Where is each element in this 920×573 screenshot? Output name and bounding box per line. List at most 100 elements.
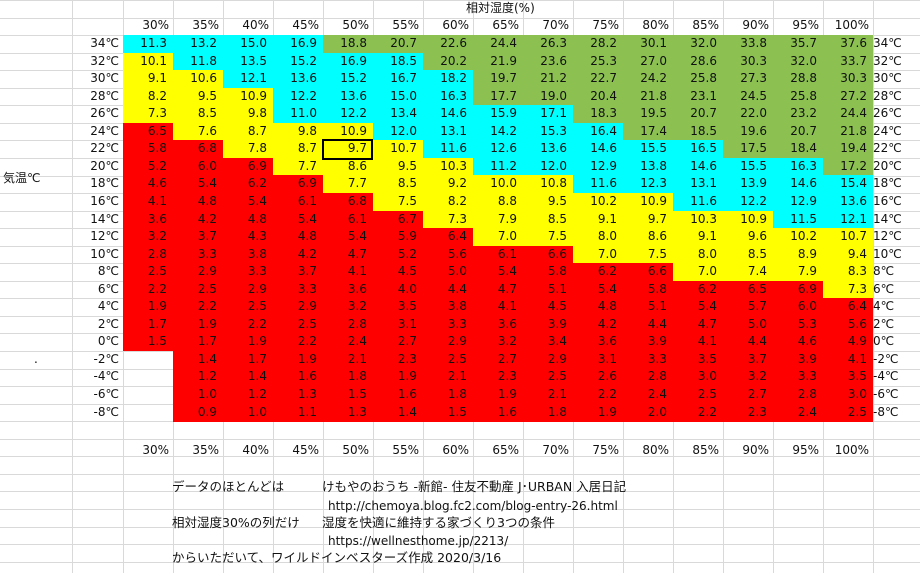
table-cell[interactable]: 6.2 [673,280,723,299]
table-cell[interactable]: 25.8 [673,70,723,89]
table-cell[interactable]: 4.8 [173,192,223,211]
table-cell[interactable]: 22.6 [423,35,473,54]
table-cell[interactable]: 5.2 [373,245,423,264]
table-cell[interactable]: 3.6 [573,333,623,352]
table-cell[interactable]: 13.1 [673,175,723,194]
table-cell[interactable]: 13.6 [823,192,873,211]
table-cell[interactable]: 13.4 [373,105,423,124]
table-cell[interactable]: 24.4 [473,35,523,54]
table-cell[interactable]: 3.8 [423,298,473,317]
table-cell[interactable]: 2.2 [673,403,723,422]
table-cell[interactable]: 20.2 [423,52,473,71]
table-cell[interactable]: 3.1 [573,350,623,369]
table-cell[interactable]: 8.0 [673,245,723,264]
table-cell[interactable]: 16.7 [373,70,423,89]
table-cell[interactable]: 3.1 [373,315,423,334]
table-cell[interactable]: 32.0 [673,35,723,54]
table-cell[interactable]: 2.5 [523,368,573,387]
table-cell[interactable]: 4.5 [373,263,423,282]
table-cell[interactable]: 1.2 [173,368,223,387]
table-cell[interactable]: 5.6 [423,245,473,264]
table-cell[interactable]: 3.3 [623,350,673,369]
table-cell[interactable]: 5.4 [573,280,623,299]
table-cell[interactable]: 8.5 [373,175,423,194]
table-cell[interactable]: 10.6 [173,70,223,89]
table-cell[interactable]: 27.2 [823,87,873,106]
table-cell[interactable]: 35.7 [773,35,823,54]
table-cell[interactable]: 13.5 [223,52,273,71]
table-cell[interactable]: 8.7 [223,122,273,141]
table-cell[interactable]: 10.2 [773,228,823,247]
table-cell[interactable]: 10.9 [323,122,373,141]
table-cell[interactable]: 6.5 [123,122,173,141]
table-cell[interactable]: 5.7 [723,298,773,317]
table-cell[interactable]: 7.5 [523,228,573,247]
table-cell[interactable]: 11.6 [573,175,623,194]
table-cell[interactable]: 12.9 [573,157,623,176]
table-cell[interactable]: 14.6 [673,157,723,176]
table-cell[interactable]: 24.5 [723,87,773,106]
table-cell[interactable]: 6.9 [273,175,323,194]
table-cell[interactable]: 7.0 [473,228,523,247]
table-cell[interactable]: 2.3 [373,350,423,369]
table-cell[interactable]: 3.5 [823,368,873,387]
table-cell[interactable]: 7.8 [223,140,273,159]
table-cell[interactable]: 18.4 [773,140,823,159]
table-cell[interactable]: 7.0 [573,245,623,264]
table-cell[interactable]: 3.3 [223,263,273,282]
table-cell[interactable]: 2.5 [173,280,223,299]
table-cell[interactable]: 2.5 [423,350,473,369]
table-cell[interactable] [123,351,173,369]
table-cell[interactable]: 17.2 [823,157,873,176]
table-cell[interactable]: 1.3 [273,386,323,405]
table-cell[interactable]: 2.5 [223,298,273,317]
table-cell[interactable]: 1.5 [123,333,173,352]
table-cell[interactable]: 3.8 [223,245,273,264]
table-cell[interactable]: 19.5 [623,105,673,124]
table-cell[interactable]: 28.2 [573,35,623,54]
table-cell[interactable]: 2.5 [273,315,323,334]
table-cell[interactable]: 11.8 [173,52,223,71]
table-cell[interactable]: 9.8 [273,122,323,141]
table-cell[interactable]: 1.7 [223,350,273,369]
table-cell[interactable]: 19.4 [823,140,873,159]
table-cell[interactable]: 24.4 [823,105,873,124]
table-cell[interactable]: 33.8 [723,35,773,54]
table-cell[interactable]: 7.0 [673,263,723,282]
table-cell[interactable]: 10.3 [423,157,473,176]
table-cell[interactable]: 6.9 [223,157,273,176]
table-cell[interactable]: 1.0 [173,386,223,405]
table-cell[interactable]: 13.8 [623,157,673,176]
table-cell[interactable]: 2.9 [223,280,273,299]
table-cell[interactable]: 2.3 [723,403,773,422]
table-cell[interactable]: 2.3 [473,368,523,387]
table-cell[interactable]: 5.8 [523,263,573,282]
table-cell[interactable]: 2.2 [173,298,223,317]
table-cell[interactable]: 10.3 [673,210,723,229]
table-cell[interactable]: 3.6 [323,280,373,299]
table-cell[interactable]: 2.2 [573,386,623,405]
table-cell[interactable]: 1.9 [123,298,173,317]
table-cell[interactable]: 14.6 [773,175,823,194]
table-cell[interactable]: 1.7 [123,315,173,334]
table-cell[interactable]: 5.0 [723,315,773,334]
table-cell[interactable]: 15.2 [273,52,323,71]
table-cell[interactable]: 8.2 [423,192,473,211]
table-cell[interactable]: 2.9 [523,350,573,369]
table-cell[interactable]: 6.5 [723,280,773,299]
table-cell[interactable]: 10.1 [123,52,173,71]
table-cell[interactable]: 4.2 [173,210,223,229]
table-cell[interactable]: 10.9 [723,210,773,229]
table-cell[interactable]: 19.6 [723,122,773,141]
table-cell[interactable]: 20.7 [773,122,823,141]
table-cell[interactable]: 15.0 [223,35,273,54]
table-cell[interactable]: 18.2 [423,70,473,89]
table-cell[interactable]: 1.4 [223,368,273,387]
table-cell[interactable]: 27.3 [723,70,773,89]
table-cell[interactable]: 10.8 [523,175,573,194]
table-cell[interactable]: 4.1 [823,350,873,369]
table-cell[interactable]: 4.9 [823,333,873,352]
table-cell[interactable]: 11.5 [773,210,823,229]
table-cell[interactable]: 2.6 [573,368,623,387]
